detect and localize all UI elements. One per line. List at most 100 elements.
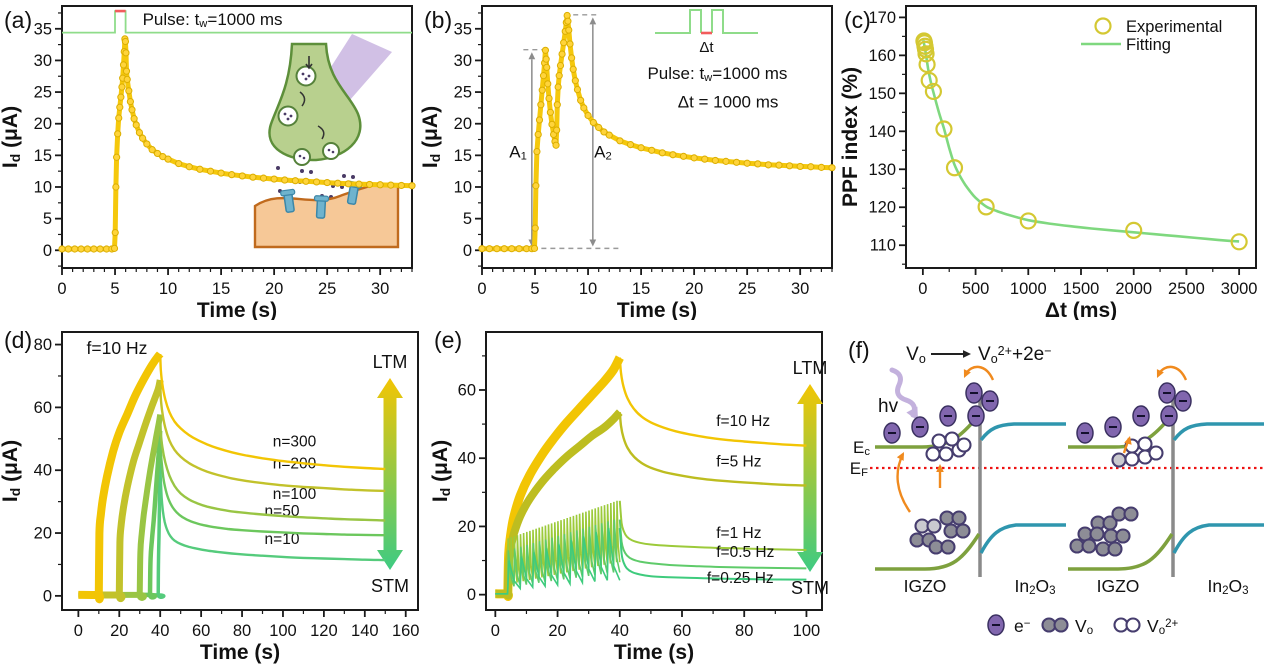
y-tick-label: 0 [463,242,472,260]
y-tick-label: 150 [868,85,896,103]
y-tick-label: 160 [868,47,896,65]
curve-label: f=10 Hz [716,413,770,430]
annotation: Δt = 1000 ms [678,92,779,111]
y-tick-label: 170 [868,9,896,27]
x-tick-label: 30 [791,280,809,298]
paired-pulse-icon [655,9,758,34]
arrowhead [589,17,597,25]
panel-letter: (c) [844,7,871,33]
x-axis-title: Time (s) [197,299,277,320]
x-tick-label: 2000 [1115,280,1152,298]
x-tick-label: 3000 [1221,280,1258,298]
y-tick-label: 0 [43,242,52,260]
series-n-50 [78,430,386,600]
x-tick-label: 5 [530,280,539,298]
neurotransmitter-dot [351,175,355,179]
ionized-vacancy-icon [1125,617,1141,633]
x-tick-label: 100 [269,622,297,640]
x-tick-label: 2500 [1168,280,1205,298]
flow-arrow-icon [305,56,313,70]
vesicle-icon [277,105,299,127]
y-tick-label: 0 [467,586,476,604]
series-f-0.25-hz [495,527,807,595]
excitation-arrow [896,453,911,513]
oxygen-vacancy-icon [1081,538,1097,554]
arrowhead [963,369,971,378]
y-tick-label: 40 [34,462,52,480]
y-tick-label: 35 [454,20,472,38]
x-tick-label: 0 [57,280,66,298]
y-tick-label: 20 [34,525,52,543]
oxygen-vacancy-icon [955,523,971,539]
legend-marker-experimental [1094,17,1112,35]
diagram-legend: e− Vo Vo2+ [987,614,1179,637]
y-tick-label: 20 [454,115,472,133]
y-axis-title: PPF index (%) [840,67,862,207]
plot-frame [485,331,823,611]
y-tick-label: 140 [868,123,896,141]
arrowhead [589,239,597,247]
x-tick-label: 80 [735,622,753,640]
plot-frame [61,331,419,611]
y-tick-label: 40 [458,450,476,468]
plot-frame [61,5,413,269]
panel-e-frequency-dependence: 0 20 40 60 80 100 0 20 40 60 Time (s) Id (μA) (e) LTM… [430,320,830,666]
panel-letter: (f) [848,337,870,363]
x-tick-label: 10 [159,280,177,298]
arrowhead [1124,436,1132,445]
x-tick-label: 10 [579,280,597,298]
series-layer: Pulse: tw=1000 ms [58,9,416,253]
y-tick-label: 0 [43,587,52,605]
oxygen-vacancy-icon [1053,617,1069,633]
panel-letter: (a) [4,7,32,33]
y-tick-label: 30 [34,52,52,70]
y-tick-label: 20 [458,518,476,536]
panel-letter: (b) [424,7,452,33]
annotation: A2 [594,142,612,162]
fermi-level-label: EF [850,459,868,479]
y-tick-label: 80 [34,336,52,354]
legend-label-fitting: Fitting [1126,36,1171,54]
ionized-vacancy-icon [944,431,960,447]
panel-f-band-diagram: (f) Vo Vo2++2e− hv Ec EF IGZO In2O3 IGZO In2O3 e− V… [830,320,1268,666]
x-tick-label: 20 [548,622,566,640]
x-tick-label: 60 [192,622,210,640]
in2o3-valence-band [979,523,1066,554]
receptor-icon [280,188,296,213]
band-diagram-after-illumination: IGZO In2O3 [1068,365,1264,597]
series-n-300 [78,351,386,604]
ionized-vacancy-icon [1148,445,1164,461]
ionized-vacancy-icon [1124,451,1140,467]
annotation: A1 [509,142,527,162]
ionized-vacancy-icon [1137,436,1153,452]
y-tick-label: 60 [34,399,52,417]
x-tick-label: 140 [351,622,379,640]
material-label-in2o3: In2O3 [1014,576,1055,597]
in2o3-valence-band [1172,523,1264,554]
in2o3-conduction-band [979,422,1066,442]
panel-letter: (d) [4,327,32,353]
synapse-illustration [253,34,400,249]
panel-a-epsc-single-pulse: 0 5 10 15 20 25 30 0 5 10 15 20 25 30 35 Time (s) Id (μA… [0,0,420,320]
chart-a: 0 5 10 15 20 25 30 0 5 10 15 20 25 30 35 Time (s) Id (μA… [0,5,416,320]
interval-label: Δt [699,39,714,56]
y-axis-title: Id (μA) [0,106,23,168]
material-label-igzo: IGZO [904,576,947,596]
oxygen-vacancy-icon [951,510,967,526]
x-tick-label: 100 [793,622,821,640]
neurotransmitter-dot [342,174,346,178]
curve-label: f=1 Hz [716,525,761,542]
x-tick-label: 15 [212,280,230,298]
legend-ionized-vacancy-label: Vo2+ [1147,616,1179,637]
curve-label: n=10 [265,531,300,548]
y-tick-label: 5 [463,210,472,228]
receptor-icon [313,195,330,219]
reaction-reactant: Vo [906,344,926,366]
neurotransmitter-dot [340,185,344,189]
vesicle-icon [293,148,311,166]
photon-wavy-arrow-icon [889,367,917,418]
curve-label: f=5 Hz [716,454,761,471]
